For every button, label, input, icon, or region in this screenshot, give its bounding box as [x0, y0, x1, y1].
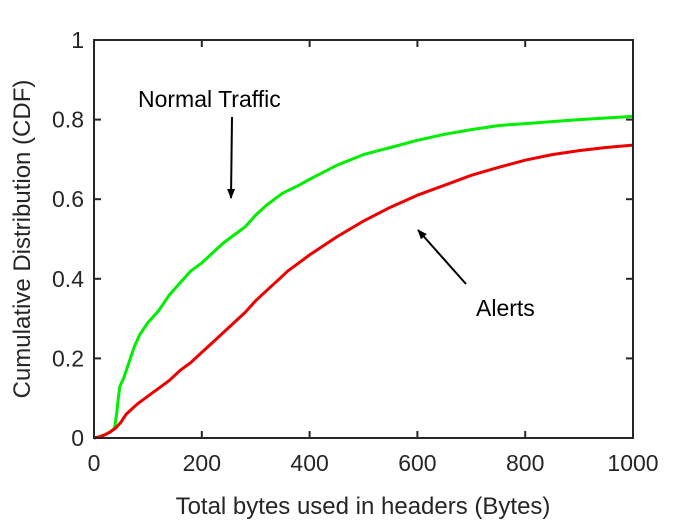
- annotation-arrow-normal-traffic: [227, 116, 236, 199]
- x-tick-label: 400: [290, 450, 328, 476]
- y-tick-label: 0.6: [52, 186, 84, 212]
- x-axis-label: Total bytes used in headers (Bytes): [176, 493, 551, 520]
- y-tick-label: 0.4: [52, 266, 84, 292]
- y-axis-label: Cumulative Distribution (CDF): [9, 80, 36, 399]
- series-line-alerts: [93, 143, 634, 440]
- plot-frame: [93, 39, 634, 439]
- y-tick-label: 0.2: [52, 345, 84, 371]
- annotation-alerts: Alerts: [476, 295, 535, 321]
- x-tick-label: 800: [506, 450, 544, 476]
- ticks-layer: 0 200 400 600 800 1000 0 0.2 0.4 0.6 0.8 1: [52, 27, 659, 476]
- annotation-arrow-alerts: [417, 229, 467, 285]
- annotation-normal-traffic: Normal Traffic: [138, 86, 281, 112]
- y-tick-label: 0.8: [52, 107, 84, 133]
- series-line-normal-traffic: [93, 114, 634, 440]
- y-tick-label: 0: [71, 425, 84, 451]
- x-tick-label: 200: [183, 450, 221, 476]
- y-tick-label: 1: [71, 27, 84, 53]
- x-tick-label: 600: [398, 450, 436, 476]
- series-layer: [93, 114, 634, 440]
- x-tick-label: 1000: [607, 450, 658, 476]
- x-tick-label: 0: [88, 450, 101, 476]
